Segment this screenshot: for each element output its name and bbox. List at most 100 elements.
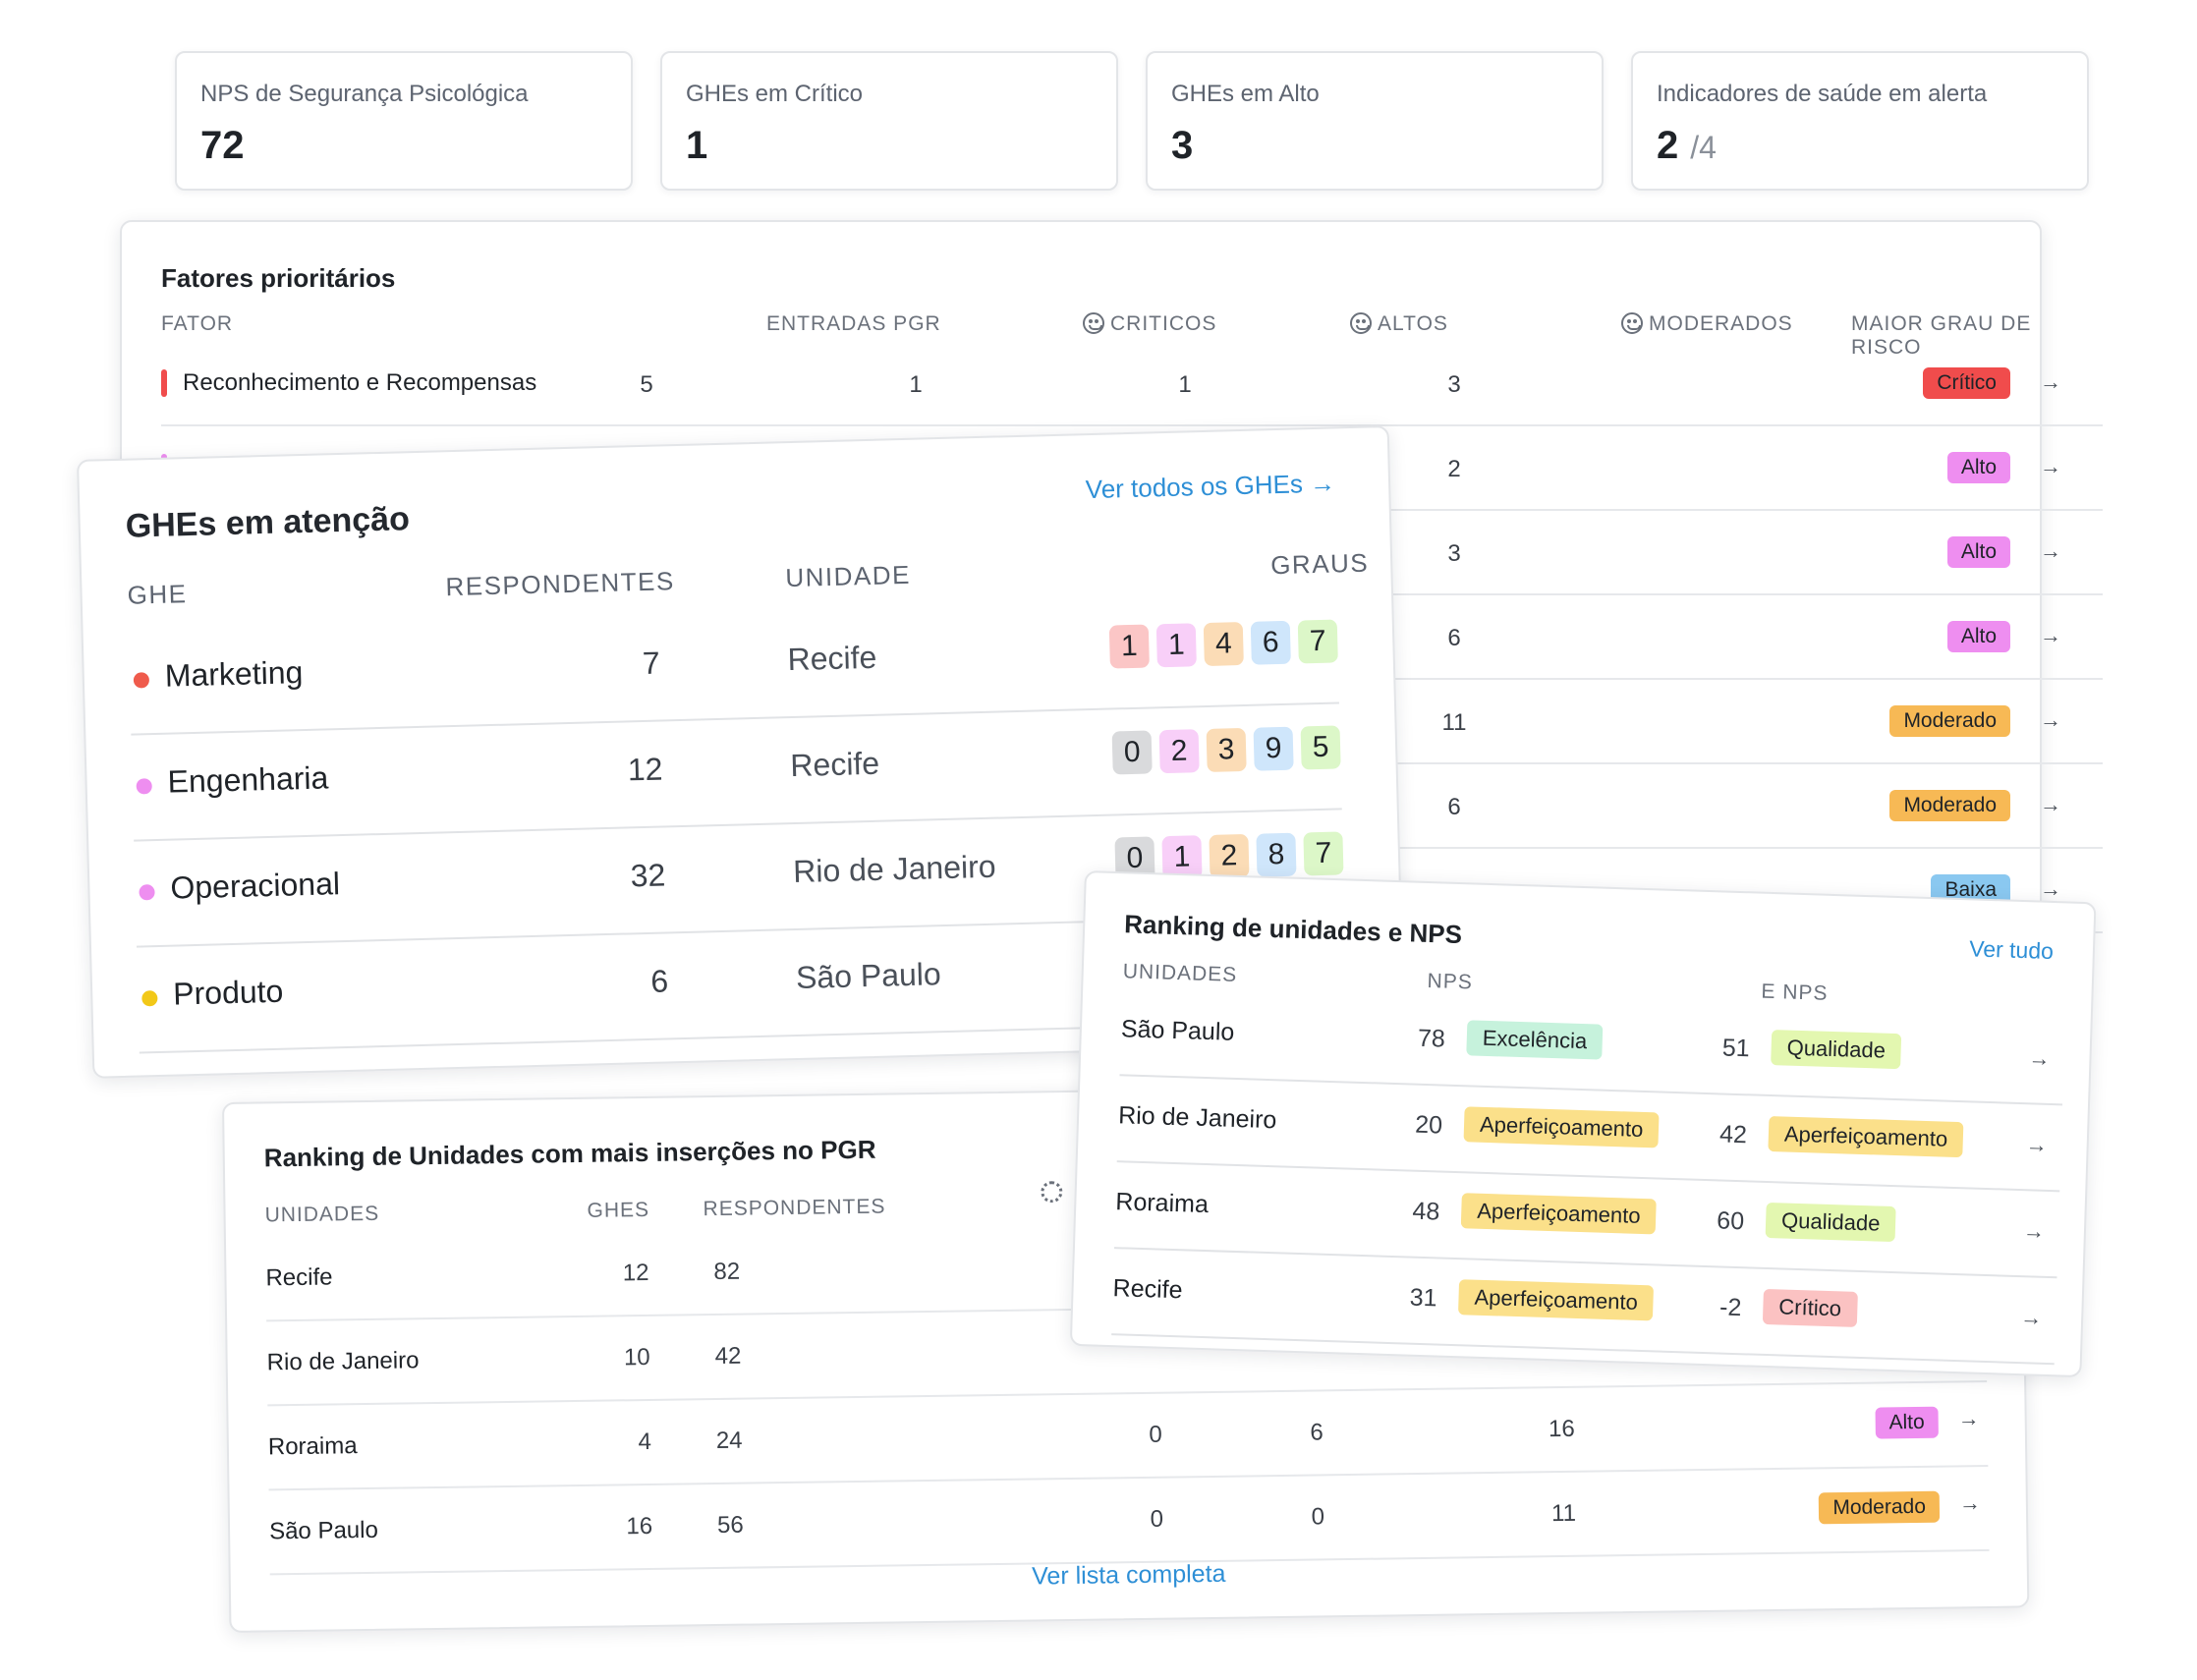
enps-badge: Qualidade — [1771, 1030, 1902, 1070]
ghe-name: Engenharia — [167, 759, 329, 800]
face-icon — [1621, 312, 1643, 334]
stat-sub: /4 — [1690, 130, 1717, 165]
grau-chip: 8 — [1256, 832, 1297, 877]
moderados-value: 2 — [1447, 456, 1461, 482]
nps-value: 20 — [1414, 1110, 1443, 1140]
grau-chip: 3 — [1206, 727, 1247, 772]
enps-badge: Crítico — [1762, 1288, 1858, 1327]
arrow-right-icon[interactable]: → — [2040, 538, 2061, 563]
risk-color-bar — [161, 369, 167, 397]
ghes-value: 16 — [626, 1512, 653, 1540]
arrow-right-icon[interactable]: → — [2019, 1305, 2043, 1330]
stat-label: NPS de Segurança Psicológica — [200, 81, 529, 107]
grau-chip: 2 — [1158, 729, 1200, 774]
stat-label: Indicadores de saúde em alerta — [1657, 81, 1988, 107]
respondentes-value: 7 — [642, 644, 661, 681]
col-header-enps: E NPS — [1761, 980, 1829, 1005]
risk-badge: Alto — [1875, 1406, 1939, 1439]
respondentes-value: 6 — [649, 963, 669, 999]
arrow-right-icon[interactable]: → — [2040, 623, 2061, 647]
respondentes-value: 82 — [713, 1258, 741, 1286]
card-title: Fatores prioritários — [161, 263, 396, 293]
nps-badge: Aperfeiçoamento — [1457, 1279, 1655, 1321]
enps-value: 51 — [1721, 1034, 1751, 1063]
loading-icon — [1041, 1181, 1063, 1204]
grau-chip: 1 — [1108, 624, 1150, 669]
ghes-value: 10 — [623, 1343, 650, 1372]
grau-chip: 0 — [1111, 730, 1153, 775]
table-row[interactable]: Reconhecimento e Recompensas 5 1 1 3 Crítico → — [161, 342, 2103, 426]
respondentes-value: 12 — [627, 751, 663, 788]
risk-badge: Alto — [1946, 452, 2010, 483]
col-header-moderados: MODERADOS — [1621, 312, 1793, 336]
respondentes-value: 24 — [715, 1427, 743, 1455]
grau-chip: 2 — [1209, 833, 1250, 878]
col-header-entradas: ENTRADAS PGR — [766, 312, 941, 335]
col-header-criticos: CRITICOS — [1083, 312, 1216, 336]
unidade-name: Recife — [265, 1263, 333, 1292]
arrow-right-icon[interactable]: → — [1957, 1406, 1980, 1431]
criticos-value: 0 — [1150, 1505, 1164, 1533]
ranking-nps-card: Ranking de unidades e NPS Ver tudo UNIDA… — [1069, 870, 2097, 1378]
nps-value: 31 — [1409, 1283, 1437, 1313]
altos-value: 6 — [1310, 1419, 1324, 1446]
nps-value: 78 — [1417, 1024, 1446, 1053]
unidade-value: Recife — [789, 745, 880, 784]
col-header-ghes: GHES — [587, 1198, 650, 1222]
enps-value: -2 — [1718, 1293, 1742, 1322]
arrow-right-icon[interactable]: → — [2040, 454, 2061, 478]
arrow-right-icon[interactable]: → — [2040, 707, 2061, 732]
col-header-maior-grau: MAIOR GRAU DE RISCO — [1851, 312, 2032, 359]
stat-value: 3 — [1171, 124, 1194, 167]
col-header-unidades: UNIDADES — [1122, 960, 1238, 986]
respondentes-value: 42 — [714, 1342, 742, 1371]
grau-chip: 9 — [1253, 726, 1294, 771]
unidade-value: Rio de Janeiro — [792, 848, 996, 890]
stat-value: 2/4 — [1657, 124, 1717, 167]
stat-card-indicadores: Indicadores de saúde em alerta 2/4 — [1631, 51, 2089, 191]
status-dot — [139, 884, 155, 901]
col-header-altos: ALTOS — [1350, 312, 1448, 336]
moderados-value: 3 — [1447, 540, 1461, 567]
arrow-right-icon[interactable]: → — [1958, 1490, 1982, 1516]
card-title: GHEs em atenção — [125, 500, 411, 545]
col-header-graus: GRAUS — [1269, 547, 1370, 581]
enps-value: 42 — [1718, 1120, 1748, 1149]
ghes-value: 4 — [638, 1428, 652, 1456]
ghe-name: Produto — [172, 973, 284, 1012]
grau-chip: 4 — [1203, 621, 1244, 667]
moderados-value: 11 — [1441, 709, 1467, 736]
moderados-value: 6 — [1447, 625, 1461, 651]
arrow-right-icon[interactable]: → — [2028, 1045, 2051, 1071]
arrow-right-icon[interactable]: → — [2040, 369, 2061, 394]
moderados-value: 6 — [1447, 794, 1461, 820]
grau-chip: 7 — [1303, 831, 1344, 876]
nps-badge: Aperfeiçoamento — [1463, 1106, 1660, 1148]
face-icon — [1350, 312, 1372, 334]
status-dot — [133, 672, 150, 689]
nps-badge: Aperfeiçoamento — [1460, 1193, 1658, 1235]
fator-label: Reconhecimento e Recompensas — [183, 369, 537, 396]
fator-name: Reconhecimento e Recompensas — [161, 369, 536, 397]
arrow-right-icon[interactable]: → — [2040, 876, 2061, 901]
arrow-right-icon[interactable]: → — [2022, 1218, 2046, 1244]
unidade-name: São Paulo — [1120, 1015, 1235, 1046]
ghes-value: 12 — [622, 1259, 649, 1287]
arrow-right-icon[interactable]: → — [2040, 792, 2061, 816]
ghe-name: Marketing — [164, 654, 304, 694]
ver-tudo-link[interactable]: Ver tudo — [1968, 935, 2055, 965]
arrow-right-icon[interactable]: → — [2025, 1132, 2049, 1157]
risk-badge: Alto — [1946, 536, 2010, 568]
col-header-unidades: UNIDADES — [264, 1202, 380, 1227]
stat-label: GHEs em Alto — [1171, 81, 1320, 107]
respondentes-value: 32 — [630, 857, 666, 894]
status-dot — [141, 990, 158, 1007]
risk-badge: Alto — [1946, 621, 2010, 652]
ver-todos-ghes-link[interactable]: Ver todos os GHEs → — [1085, 468, 1336, 505]
unidade-value: Recife — [787, 639, 877, 678]
moderados-value: 3 — [1447, 371, 1461, 398]
grau-chip: 5 — [1300, 725, 1341, 770]
stat-value: 72 — [200, 124, 245, 167]
